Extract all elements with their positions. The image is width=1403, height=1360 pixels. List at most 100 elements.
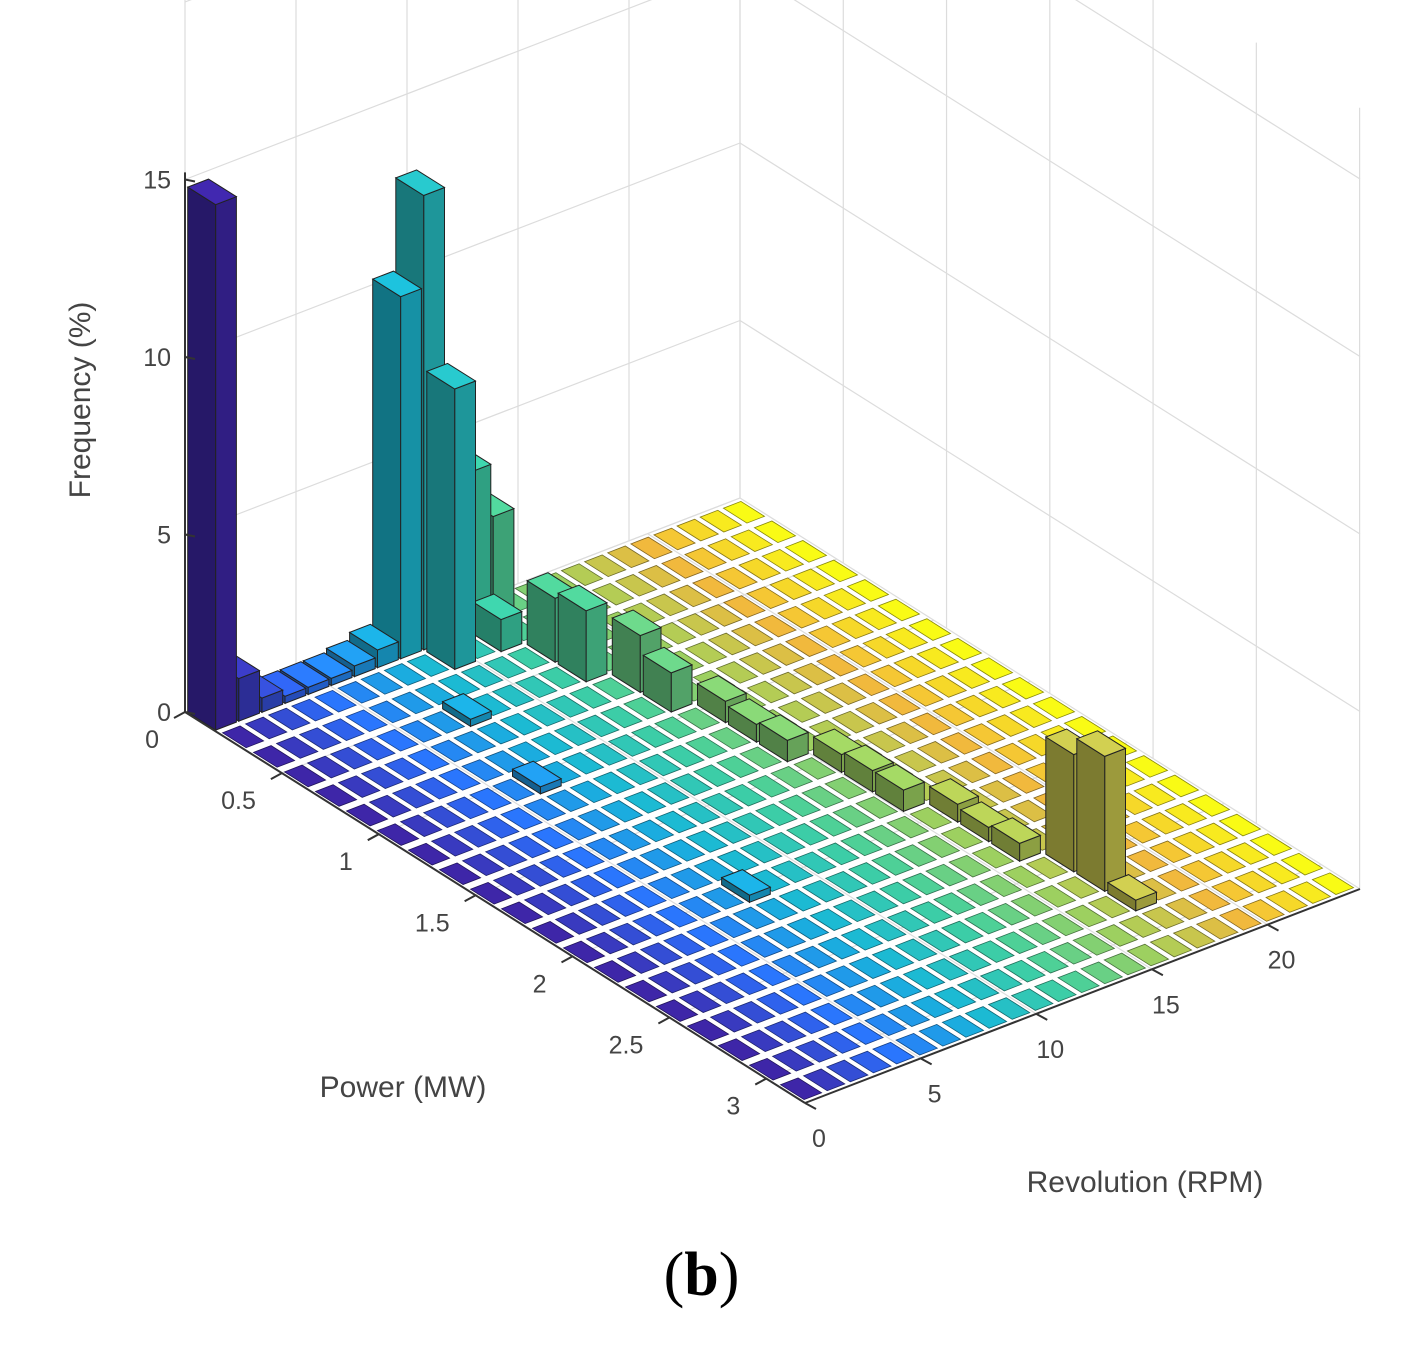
- floor-tile: [940, 826, 984, 849]
- floor-tile: [918, 1023, 962, 1047]
- bar: [990, 817, 1042, 863]
- bar-face-side: [372, 278, 402, 660]
- floor-tile: [639, 942, 683, 965]
- floor-tile: [941, 920, 984, 944]
- floor-tile: [1010, 894, 1054, 917]
- floor-tile: [810, 1002, 853, 1026]
- floor-tile: [964, 1006, 1008, 1029]
- floor-tile: [623, 696, 666, 720]
- floor-tile: [963, 723, 1006, 746]
- floor-tile: [754, 614, 797, 638]
- bar-face-front: [1104, 747, 1126, 893]
- floor-tile: [1195, 916, 1239, 940]
- floor-tile: [523, 892, 567, 916]
- floor-tile: [802, 1068, 846, 1092]
- rpm-tick-label: 15: [1152, 991, 1180, 1019]
- bar-face-top: [843, 744, 895, 772]
- floor-tile: [585, 931, 629, 955]
- floor-tile: [740, 1029, 784, 1053]
- floor-tile: [624, 885, 667, 908]
- floor-tile: [947, 666, 991, 689]
- floor-tile: [415, 777, 458, 800]
- floor-tile: [685, 830, 729, 853]
- floor-tile: [1242, 899, 1285, 922]
- power-axis-line: [184, 711, 806, 1104]
- floor-tile: [368, 794, 412, 818]
- bar-face-side: [426, 370, 456, 671]
- bar-face-top: [990, 817, 1042, 844]
- floor-tile: [809, 814, 852, 837]
- floor-tile: [663, 933, 706, 956]
- floor-tile: [801, 785, 845, 809]
- floor-tile: [601, 894, 644, 917]
- floor-tile: [453, 730, 497, 754]
- bar: [642, 646, 694, 713]
- floor-tile: [608, 828, 652, 852]
- floor-tile: [715, 566, 758, 590]
- figure-caption: (b): [0, 1240, 1403, 1311]
- floor-tile: [824, 776, 868, 800]
- floor-tile: [755, 803, 798, 827]
- floor-tile: [879, 881, 922, 905]
- floor-tile: [979, 968, 1023, 992]
- floor-tile: [631, 725, 674, 748]
- bar: [425, 362, 477, 671]
- floor-tile: [894, 938, 938, 962]
- floor-tile: [655, 904, 698, 928]
- floor-tile: [1118, 915, 1162, 938]
- chart-bars: [186, 169, 1158, 912]
- floor-tile: [483, 655, 527, 679]
- floor-tile: [1164, 897, 1208, 920]
- floor-tile: [538, 666, 581, 690]
- bar: [441, 693, 493, 728]
- floor-tile: [694, 952, 737, 976]
- floor-tile: [833, 993, 877, 1017]
- floor-tile: [995, 931, 1038, 954]
- floor-tile: [500, 901, 544, 925]
- floor-tile: [623, 791, 667, 814]
- power-tick-mark: [367, 833, 380, 842]
- floor-tile: [877, 598, 921, 622]
- floor-tile: [600, 705, 643, 729]
- floor-tile: [871, 853, 914, 876]
- floor-tile: [863, 919, 907, 942]
- floor-tile: [978, 780, 1022, 803]
- floor-tile: [855, 796, 899, 819]
- floor-tile: [692, 575, 735, 599]
- power-tick-mark: [270, 772, 283, 780]
- floor-tile: [870, 664, 913, 688]
- floor-tile: [560, 563, 604, 586]
- floor-tile: [909, 712, 952, 736]
- floor-tile: [500, 807, 543, 830]
- floor-tile: [1056, 876, 1100, 899]
- floor-tile: [639, 848, 683, 871]
- floor-tile: [570, 874, 613, 898]
- power-tick-label: 1.5: [415, 909, 450, 937]
- floor-tile: [539, 855, 582, 878]
- bar: [874, 763, 926, 813]
- bar-face-front: [238, 669, 260, 722]
- grid-floor-line: [647, 533, 1268, 926]
- floor-tile: [676, 518, 720, 542]
- floor-tile: [676, 613, 720, 636]
- floor-tile: [469, 787, 512, 811]
- floor-tile: [1172, 925, 1216, 949]
- bar-face-top: [471, 593, 523, 621]
- floor-tile: [337, 775, 381, 798]
- floor-tile: [460, 664, 504, 688]
- rpm-tick-mark: [1267, 923, 1279, 932]
- floor-tile: [771, 1049, 815, 1072]
- floor-tile: [708, 821, 752, 844]
- floor-tile: [1141, 812, 1185, 835]
- floor-tile: [438, 768, 481, 791]
- floor-tile: [847, 673, 890, 697]
- floor-tile: [345, 709, 388, 733]
- floor-tile: [655, 999, 699, 1022]
- floor-tile: [846, 579, 890, 602]
- floor-tile: [407, 842, 451, 866]
- rpm-axis-title: Revolution (RPM): [1027, 1166, 1264, 1199]
- bar: [371, 270, 423, 660]
- floor-tile: [1026, 950, 1069, 974]
- floor-tile: [709, 1009, 753, 1033]
- floor-tile: [1226, 842, 1270, 865]
